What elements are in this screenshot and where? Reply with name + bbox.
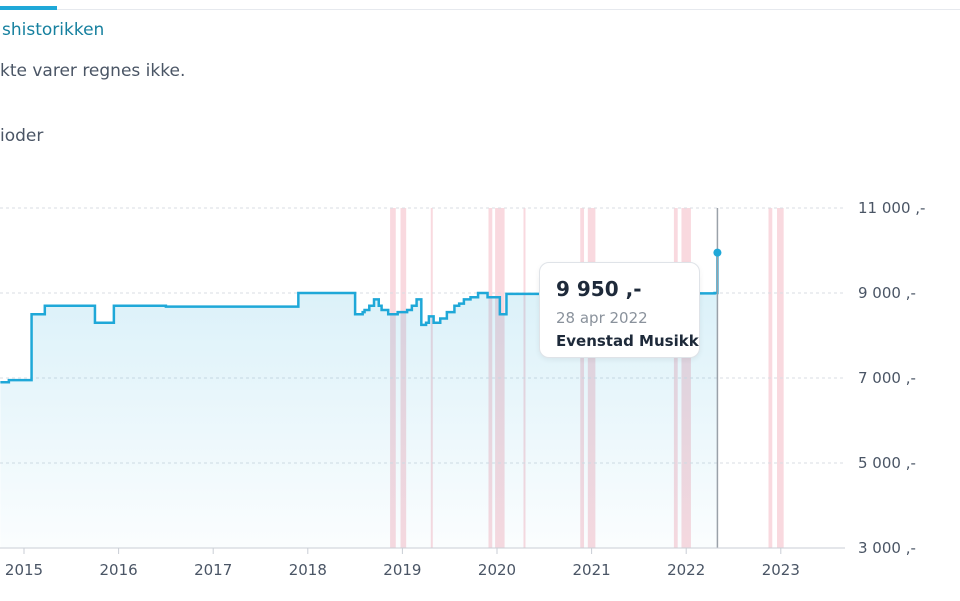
highlight-point[interactable]	[713, 248, 722, 257]
x-tick-label: 2019	[383, 561, 421, 579]
x-tick-label: 2016	[100, 561, 138, 579]
x-tick-label: 2021	[573, 561, 611, 579]
x-tick-label: 2020	[478, 561, 516, 579]
x-tick-label: 2023	[762, 561, 800, 579]
x-tick-label: 2022	[667, 561, 705, 579]
x-tick-label: 2017	[194, 561, 232, 579]
y-tick-label: 7 000 ,-	[858, 369, 916, 387]
tooltip-date: 28 apr 2022	[556, 309, 648, 327]
y-tick-label: 3 000 ,-	[858, 539, 916, 557]
x-tick-label: 2018	[289, 561, 327, 579]
price-area	[0, 252, 718, 548]
y-tick-label: 5 000 ,-	[858, 454, 916, 472]
info-note: kte varer regnes ikke.	[0, 61, 186, 81]
top-divider	[0, 9, 960, 10]
y-tick-label: 9 000 ,-	[858, 284, 916, 302]
x-tick-label: 2015	[5, 561, 43, 579]
tooltip-price: 9 950 ,-	[556, 277, 642, 301]
active-tab-indicator	[0, 6, 57, 10]
sale-periods-label: ioder	[0, 126, 44, 146]
price-tooltip: 9 950 ,- 28 apr 2022 Evenstad Musikk	[539, 262, 700, 358]
price-line	[0, 252, 719, 384]
tab-price-history[interactable]: shistorikken	[2, 20, 105, 40]
tooltip-store: Evenstad Musikk	[556, 332, 699, 350]
y-tick-label: 11 000 ,-	[858, 199, 925, 217]
